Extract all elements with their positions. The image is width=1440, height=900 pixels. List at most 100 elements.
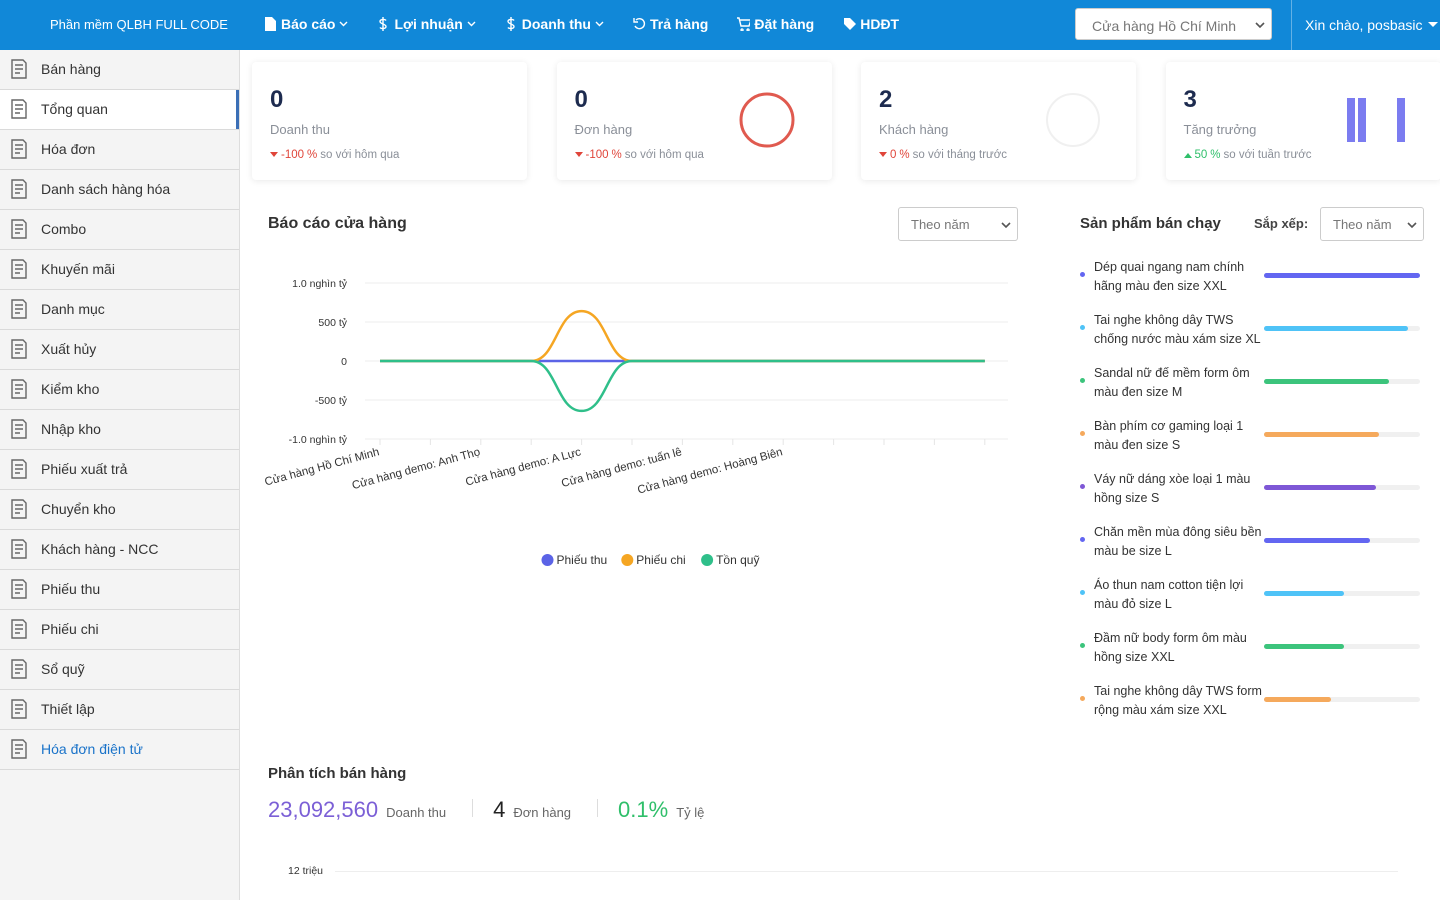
change-unit: % xyxy=(899,149,910,161)
product-name: Chăn mền mùa đông siêu bền màu be size L xyxy=(1094,525,1262,558)
icon-shape xyxy=(11,259,27,279)
icon-shape xyxy=(737,17,751,31)
sidebar-item[interactable]: Phiếu thu xyxy=(0,570,239,610)
sidebar-label: Chuyển kho xyxy=(41,501,116,517)
menu-item[interactable]: Báo cáo xyxy=(264,16,348,32)
icon xyxy=(11,459,27,479)
icon-shape xyxy=(11,219,27,239)
sidebar-label: Hóa đơn điện tử xyxy=(41,741,143,757)
sidebar-item[interactable]: Hóa đơn xyxy=(0,130,239,170)
sidebar-label: Tổng quan xyxy=(41,101,108,117)
icon-shape xyxy=(11,659,27,679)
icon xyxy=(11,499,27,519)
product-dot xyxy=(1080,431,1085,436)
stat-value: 0 xyxy=(270,86,284,113)
menu-item[interactable]: Trả hàng xyxy=(633,16,708,32)
legend-swatch xyxy=(621,554,634,566)
caret xyxy=(467,21,476,27)
icon xyxy=(11,139,27,159)
caret xyxy=(339,21,348,27)
trend-arrow xyxy=(574,152,583,157)
store-select[interactable]: Cửa hàng Hồ Chí Minh xyxy=(1075,8,1272,40)
chevron xyxy=(1001,222,1011,229)
icon-shape xyxy=(11,619,27,639)
sidebar-item[interactable]: Khuyến mãi xyxy=(0,250,239,290)
sidebar-item[interactable]: Phiếu xuất trả xyxy=(0,450,239,490)
legend-label: Phiếu thu xyxy=(557,553,608,567)
icon xyxy=(737,17,751,31)
icon-shape xyxy=(265,17,276,31)
icon xyxy=(11,339,27,359)
sidebar-item[interactable]: Sổ quỹ xyxy=(0,650,239,690)
menu-label: Trả hàng xyxy=(649,16,709,32)
orders-value: 4 xyxy=(493,797,506,822)
caret xyxy=(595,21,604,27)
change-value: 50 xyxy=(1194,149,1208,161)
sidebar-item[interactable]: Khách hàng - NCC xyxy=(0,530,239,570)
sidebar-item[interactable]: Xuất hủy xyxy=(0,330,239,370)
menu-item[interactable]: Lợi nhuận xyxy=(377,16,476,32)
icon xyxy=(11,259,27,279)
progress-bar xyxy=(1264,697,1332,702)
product-name: Bàn phím cơ gaming loại 1 màu đen size S xyxy=(1094,419,1244,452)
sidebar-label: Khách hàng - NCC xyxy=(41,541,159,557)
sidebar-item[interactable]: Danh sách hàng hóa xyxy=(0,170,239,210)
product-dot xyxy=(1080,378,1085,383)
sidebar-item[interactable]: Combo xyxy=(0,210,239,250)
progress-track xyxy=(1264,326,1420,331)
menu-item[interactable]: HDĐT xyxy=(843,16,899,32)
card-graphic xyxy=(422,82,522,162)
sidebar-item[interactable]: Chuyển kho xyxy=(0,490,239,530)
revenue-value: 23,092,560 xyxy=(268,797,379,822)
legend-label: Tồn quỹ xyxy=(716,553,759,567)
caret-shape xyxy=(467,21,476,27)
filter-text: Theo năm xyxy=(1333,217,1392,232)
icon-shape xyxy=(11,579,27,599)
bar-icon xyxy=(1357,98,1366,142)
sidebar-item[interactable]: Tổng quan xyxy=(0,90,239,130)
y-tick-label: -500 tỷ xyxy=(315,395,348,407)
product-dot xyxy=(1080,696,1085,701)
sidebar-item[interactable]: Kiểm kho xyxy=(0,370,239,410)
section-title: Phân tích bán hàng xyxy=(268,765,407,782)
section-title: Sản phẩm bán chạy xyxy=(1080,215,1221,232)
menu-label: Báo cáo xyxy=(281,16,336,32)
icon xyxy=(379,17,388,31)
progress-bar xyxy=(1264,432,1380,437)
sidebar-item[interactable]: Bán hàng xyxy=(0,50,239,90)
card-graphic xyxy=(1046,93,1100,147)
user-menu[interactable]: Xin chào, posbasic xyxy=(1305,17,1438,33)
sidebar-label: Danh mục xyxy=(41,301,105,317)
icon xyxy=(11,179,27,199)
brand[interactable]: Phần mềm QLBH FULL CODE xyxy=(50,17,228,32)
icon xyxy=(11,59,27,79)
sidebar-label: Danh sách hàng hóa xyxy=(41,181,171,197)
product-name: Tai nghe không dây TWS form rộng màu xám… xyxy=(1094,684,1262,717)
filter-select[interactable]: Theo năm xyxy=(1320,207,1424,241)
menu-item[interactable]: Doanh thu xyxy=(505,16,604,32)
trend-arrow-shape xyxy=(270,152,278,157)
progress-track xyxy=(1264,485,1420,490)
icon-shape xyxy=(11,539,27,559)
rate-value: 0.1% xyxy=(618,797,669,822)
sidebar-item[interactable]: Hóa đơn điện tử xyxy=(0,730,239,770)
change-note: so với hôm qua xyxy=(624,149,704,161)
sidebar-item[interactable]: Thiết lập xyxy=(0,690,239,730)
sidebar-item[interactable]: Phiếu chi xyxy=(0,610,239,650)
menu-item[interactable]: Đặt hàng xyxy=(737,16,814,32)
divider xyxy=(1291,0,1292,50)
sidebar: Bán hàng Tổng quan Hóa đơn Danh sách hàng h… xyxy=(0,50,240,900)
icon-shape xyxy=(11,699,27,719)
sidebar-item[interactable]: Nhập kho xyxy=(0,410,239,450)
icon-shape xyxy=(633,17,646,30)
progress-track xyxy=(1264,379,1420,384)
icon-shape xyxy=(379,17,388,31)
filter-select[interactable]: Theo năm xyxy=(898,207,1018,241)
bar-icon xyxy=(1346,98,1355,142)
icon-shape xyxy=(11,339,27,359)
menu-label: Lợi nhuận xyxy=(394,16,463,32)
sidebar-item[interactable]: Danh mục xyxy=(0,290,239,330)
icon-shape xyxy=(11,379,27,399)
change-value: 0 xyxy=(890,149,897,161)
